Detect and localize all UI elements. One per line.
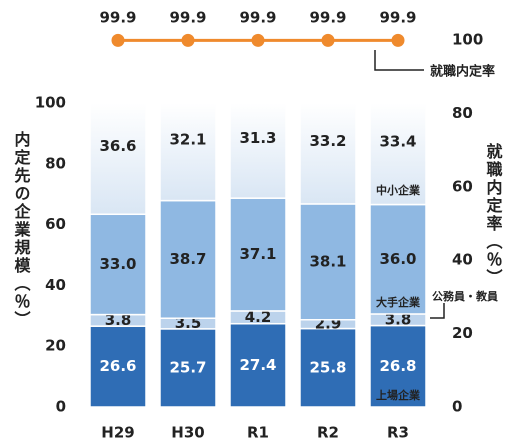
line-marker (181, 33, 195, 47)
series-label: 公務員・教員 (432, 289, 498, 303)
y2-tick-label: 60 (452, 177, 473, 195)
line-marker (111, 33, 125, 47)
line-callout (374, 50, 424, 71)
segment-callout (430, 303, 445, 319)
x-tick-label: H30 (171, 424, 204, 442)
bar-segment (89, 213, 147, 316)
y-tick-label: 40 (45, 276, 66, 294)
y-tick-label: 60 (45, 215, 66, 233)
y-tick-label: 20 (45, 337, 66, 355)
data-label: 99.9 (99, 9, 136, 27)
bar-segment (369, 203, 427, 315)
data-label: 26.6 (99, 357, 136, 375)
bar-segment (369, 102, 427, 206)
data-label: 36.6 (99, 137, 136, 155)
data-label: 33.4 (379, 132, 416, 150)
data-label: 26.8 (379, 357, 416, 375)
x-tick-label: R3 (387, 424, 409, 442)
series-label: 上場企業 (376, 388, 421, 402)
bar-segment (229, 197, 287, 312)
data-label: 25.7 (169, 358, 206, 376)
y-axis-label: 内定先の企業規模（％） (12, 130, 32, 329)
line-marker (391, 33, 405, 47)
data-label: 27.4 (239, 356, 276, 374)
data-label: 37.1 (239, 245, 276, 263)
data-label: 3.8 (385, 310, 412, 328)
y2-axis-label: 就職内定率（％） (484, 142, 504, 287)
bar-segment (159, 102, 217, 202)
bar-segment (299, 327, 357, 408)
y2-tick-label: 20 (452, 324, 473, 342)
series-label: 中小企業 (376, 183, 421, 197)
data-label: 33.0 (99, 255, 136, 273)
bar-segment (229, 322, 287, 408)
bar-segment (229, 102, 287, 199)
bar-segment (89, 325, 147, 408)
data-label: 36.0 (379, 250, 416, 268)
bar-segment (299, 102, 357, 205)
data-label: 32.1 (169, 130, 206, 148)
y2-tick-label: 100 (452, 31, 483, 49)
series-label: 大手企業 (376, 295, 421, 309)
line-marker (251, 33, 265, 47)
data-label: 3.8 (105, 311, 132, 329)
data-label: 33.2 (309, 132, 346, 150)
x-tick-label: R1 (247, 424, 269, 442)
data-label: 25.8 (309, 358, 346, 376)
bar-segment (89, 102, 147, 216)
y-tick-label: 0 (56, 398, 66, 416)
x-tick-label: R2 (317, 424, 339, 442)
y2-tick-label: 40 (452, 251, 473, 269)
y2-tick-label: 80 (452, 104, 473, 122)
data-label: 38.1 (309, 252, 346, 270)
data-label: 99.9 (309, 9, 346, 27)
data-label: 99.9 (379, 9, 416, 27)
y-tick-label: 80 (45, 154, 66, 172)
series-label: 就職内定率 (430, 64, 495, 80)
x-tick-label: H29 (101, 424, 134, 442)
bar-segment (299, 203, 357, 321)
data-label: 99.9 (169, 9, 206, 27)
data-label: 38.7 (169, 250, 206, 268)
y2-tick-label: 0 (452, 398, 462, 416)
data-label: 4.2 (245, 308, 272, 326)
y-tick-label: 100 (35, 94, 66, 112)
bar-segment (159, 199, 217, 319)
line-marker (321, 33, 335, 47)
bar-segment (159, 328, 217, 408)
bar-segment (369, 324, 427, 408)
data-label: 99.9 (239, 9, 276, 27)
data-label: 31.3 (239, 129, 276, 147)
